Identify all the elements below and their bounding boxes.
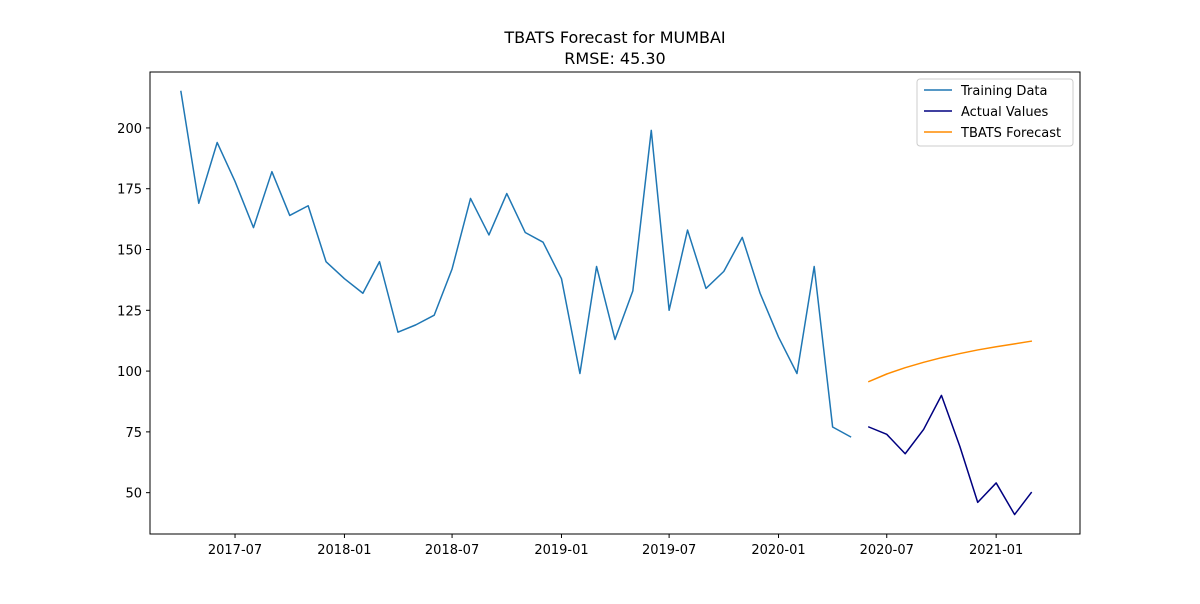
x-tick-label: 2019-07 — [642, 543, 696, 558]
y-tick-label: 50 — [125, 487, 142, 502]
x-tick-label: 2019-01 — [534, 543, 588, 558]
y-tick-label: 100 — [117, 365, 142, 380]
chart-subtitle: RMSE: 45.30 — [564, 49, 665, 68]
legend-label: TBATS Forecast — [960, 126, 1061, 141]
x-tick-label: 2018-01 — [317, 543, 371, 558]
x-tick-label: 2017-07 — [208, 543, 262, 558]
y-tick-label: 175 — [117, 183, 142, 198]
x-tick-label: 2020-01 — [751, 543, 805, 558]
legend-box — [916, 78, 1074, 147]
series-line-3 — [867, 340, 1033, 383]
y-tick-label: 75 — [125, 426, 142, 441]
x-tick-label: 2021-01 — [969, 543, 1023, 558]
series-line-2 — [867, 394, 1033, 516]
y-tick-label: 150 — [117, 244, 142, 259]
y-tick-label: 200 — [117, 122, 142, 137]
legend-label: Training Data — [960, 84, 1047, 99]
y-tick-label: 125 — [117, 304, 142, 319]
legend: Training Data Actual Values TBATS Forecast — [916, 78, 1074, 147]
series-line-1 — [180, 90, 852, 438]
chart-title: TBATS Forecast for MUMBAI — [503, 28, 725, 47]
axes-frame — [149, 71, 1081, 535]
axes: 2017-07 2018-01 2018-07 2019-01 2019-07 2020-… — [117, 71, 1081, 558]
plot-area — [180, 90, 1033, 516]
x-tick-label: 2020-07 — [860, 543, 914, 558]
legend-label: Actual Values — [961, 105, 1049, 120]
x-tick-label: 2018-07 — [425, 543, 479, 558]
